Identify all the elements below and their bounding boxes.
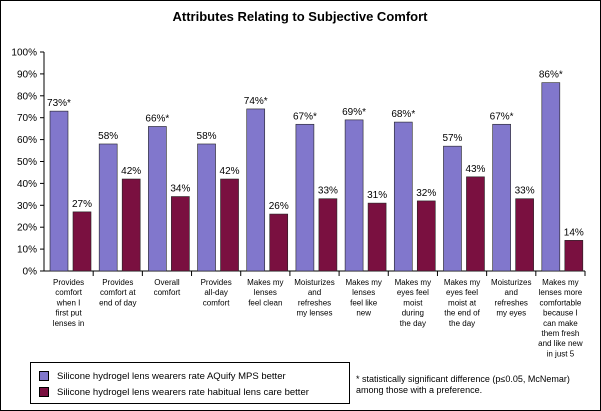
data-label-habitual: 42% (121, 166, 141, 177)
data-label-habitual: 43% (465, 164, 485, 175)
x-tick-label: Provides comfort at end of day (99, 278, 136, 307)
x-tick-label: Makes my lenses feel clean (247, 278, 283, 307)
x-tick-label: Makes my eyes feel moist during the day (395, 278, 431, 328)
bar-aquify (49, 110, 69, 272)
bar-habitual (220, 178, 239, 272)
x-tick-label: Moisturizes and refreshes my lenses (294, 278, 334, 318)
footnote-line-2: among those with a preference. (356, 385, 483, 395)
data-label-aquify: 68%* (391, 109, 415, 120)
y-tick-label: 90% (17, 69, 37, 80)
y-tick-label: 0% (23, 267, 38, 278)
bars: 73%* 27% 58% 42% 66%* 34% 58% 42% 74%* 26% 67%* 33%… (47, 70, 584, 272)
data-label-aquify: 67%* (490, 111, 514, 122)
data-label-aquify: 67%* (293, 111, 317, 122)
y-tick-label: 50% (17, 157, 37, 168)
footnote: * statistically significant difference (… (356, 374, 596, 396)
y-tick-label: 100% (11, 48, 37, 59)
data-label-aquify: 74%* (244, 96, 268, 107)
bar-aquify (492, 123, 511, 272)
bar-aquify (344, 119, 364, 272)
bar-habitual (171, 196, 190, 272)
bar-habitual (466, 176, 485, 272)
data-label-aquify: 57% (442, 133, 462, 144)
data-label-habitual: 14% (564, 227, 584, 238)
x-tick-label: Makes my lenses feel like new (345, 278, 381, 318)
bar-aquify (246, 108, 266, 272)
bar-habitual (318, 198, 338, 272)
y-tick-label: 60% (17, 135, 37, 146)
bar-aquify (98, 143, 118, 272)
bar-aquify (197, 143, 216, 272)
data-label-habitual: 32% (416, 188, 436, 199)
data-label-habitual: 33% (318, 186, 338, 197)
x-tick-label: Makes my eyes feel moist at the end of the d… (444, 278, 481, 328)
legend-swatch-aquify (39, 371, 49, 381)
legend-item-habitual: Silicone hydrogel lens wearers rate habi… (39, 385, 309, 399)
footnote-line-1: * statistically significant difference (… (356, 374, 570, 384)
bar-habitual (367, 202, 387, 272)
data-label-habitual: 27% (72, 199, 92, 210)
data-label-habitual: 33% (515, 186, 535, 197)
data-label-aquify: 58% (98, 131, 118, 142)
data-label-aquify: 58% (197, 131, 217, 142)
y-tick-label: 70% (17, 113, 37, 124)
bar-aquify (295, 123, 315, 272)
data-label-aquify: 69%* (342, 107, 366, 118)
y-tick-label: 80% (17, 91, 37, 102)
legend-label-aquify: Silicone hydrogel lens wearers rate AQui… (57, 370, 286, 382)
x-tick-label: Moisturizes and refreshes my eyes (491, 278, 531, 318)
bar-habitual (564, 240, 584, 272)
data-label-aquify: 66%* (145, 113, 169, 124)
bar-aquify (443, 145, 462, 272)
bar-habitual (416, 200, 436, 272)
legend: Silicone hydrogel lens wearers rate AQui… (30, 362, 350, 404)
data-label-aquify: 86%* (539, 70, 563, 81)
data-label-habitual: 31% (367, 190, 387, 201)
legend-item-aquify: Silicone hydrogel lens wearers rate AQui… (39, 369, 286, 383)
data-label-habitual: 34% (170, 184, 190, 195)
x-tick-label: Overall comfort (154, 278, 181, 297)
bar-habitual (515, 198, 534, 272)
y-tick-label: 40% (17, 179, 37, 190)
bar-chart: Attributes Relating to Subjective Comfor… (11, 9, 586, 360)
y-tick-label: 10% (17, 245, 37, 256)
bar-habitual (72, 211, 92, 272)
bar-habitual (269, 213, 289, 272)
bar-aquify (148, 126, 167, 272)
chart-title: Attributes Relating to Subjective Comfor… (173, 9, 429, 24)
data-label-habitual: 26% (269, 201, 289, 212)
data-label-aquify: 73%* (47, 98, 71, 109)
legend-swatch-habitual (39, 387, 49, 397)
legend-label-habitual: Silicone hydrogel lens wearers rate habi… (57, 386, 309, 398)
x-tick-label: Provides all-day comfort (201, 278, 232, 307)
bar-aquify (393, 121, 413, 272)
y-tick-label: 30% (17, 201, 37, 212)
bar-habitual (121, 178, 141, 272)
data-label-habitual: 42% (220, 166, 240, 177)
y-tick-label: 20% (17, 223, 37, 234)
bar-aquify (541, 82, 561, 272)
